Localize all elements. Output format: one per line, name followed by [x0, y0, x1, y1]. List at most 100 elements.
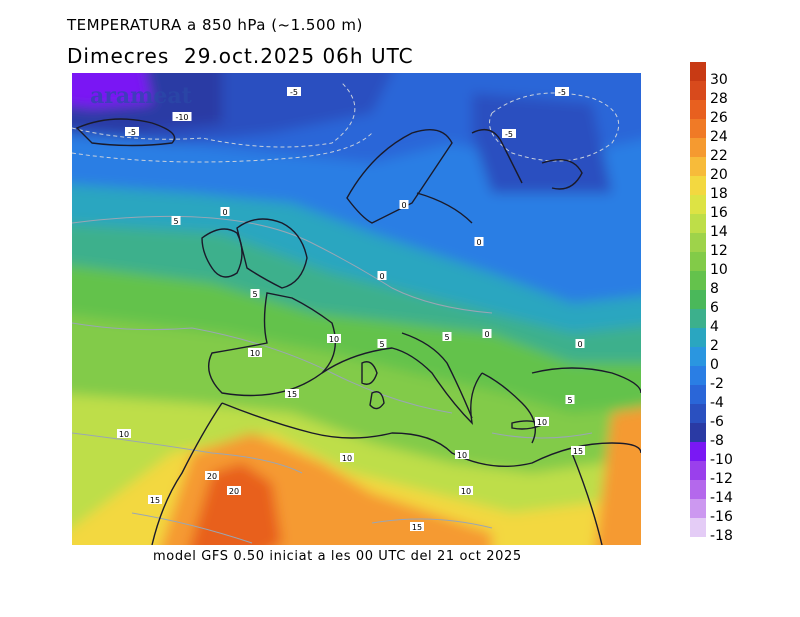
legend-swatch [690, 480, 706, 499]
legend-swatch [690, 404, 706, 423]
contour-label-bg [571, 446, 585, 455]
contour-label: 0 [577, 340, 582, 349]
contour-label-bg [459, 486, 473, 495]
legend-swatch [690, 100, 706, 119]
contour-label-bg [565, 395, 575, 404]
legend-swatch [690, 366, 706, 385]
contour-labels: -10 -5 -5 -5 -5 5 0 0 0 0 5 10 5 5 0 0 10 15 10 5 10 15 20 20 10… [117, 87, 585, 532]
legend-tick-label: -14 [710, 490, 733, 506]
legend-swatch [690, 385, 706, 404]
contour-label-bg [220, 207, 230, 216]
contour-label-bg [399, 200, 409, 209]
contour-label: 0 [476, 238, 481, 247]
legend-swatch [690, 119, 706, 138]
legend-tick-label: 6 [710, 300, 719, 316]
legend-tick-label: 26 [710, 110, 728, 126]
contour-label-bg [482, 329, 492, 338]
legend-swatch [690, 233, 706, 252]
contour-label-bg [575, 339, 585, 348]
legend-swatch [690, 252, 706, 271]
contour-label: 10 [342, 454, 352, 463]
legend-tick-label: -2 [710, 376, 724, 392]
contour-label-bg [285, 389, 299, 398]
contour-label: 5 [252, 290, 257, 299]
contour-label: -5 [505, 130, 513, 139]
contour-label-bg [535, 417, 549, 426]
legend-swatch [690, 499, 706, 518]
legend-swatch [690, 138, 706, 157]
model-info: model GFS 0.50 iniciat a les 00 UTC del … [153, 549, 522, 564]
forecast-date: Dimecres 29.oct.2025 06h UTC [67, 44, 414, 68]
contour-label: 10 [537, 418, 547, 427]
contour-label-bg [148, 495, 162, 504]
contour-label: 20 [207, 472, 217, 481]
legend-tick-label: -6 [710, 414, 724, 430]
contour-label-bg [340, 453, 354, 462]
contour-label: -5 [558, 88, 566, 97]
contour-label: 15 [412, 523, 422, 532]
contour-label-bg [172, 112, 192, 121]
contour-label-bg [555, 87, 569, 96]
contour-label: 0 [222, 208, 227, 217]
contour-label: 5 [567, 396, 572, 405]
legend-swatch [690, 290, 706, 309]
contour-label: 0 [401, 201, 406, 210]
legend-tick-label: -4 [710, 395, 724, 411]
legend-swatch [690, 309, 706, 328]
legend-tick-label: 8 [710, 281, 719, 297]
legend-swatch [690, 271, 706, 290]
contour-label: 10 [461, 487, 471, 496]
contour-label: 0 [484, 330, 489, 339]
contour-label: 10 [119, 430, 129, 439]
coastlines [75, 118, 641, 545]
legend-tick-label: -12 [710, 471, 733, 487]
legend-swatch [690, 62, 706, 81]
contour-label: 20 [229, 487, 239, 496]
legend-tick-label: 16 [710, 205, 728, 221]
legend-tick-label: -8 [710, 433, 724, 449]
legend-swatch [690, 423, 706, 442]
contour-label: 15 [150, 496, 160, 505]
contour-label-bg [205, 471, 219, 480]
temperature-map: -10 -5 -5 -5 -5 5 0 0 0 0 5 10 5 5 0 0 10 15 10 5 10 15 20 20 10… [72, 73, 641, 545]
legend-swatch [690, 461, 706, 480]
contour-label-bg [455, 450, 469, 459]
legend-tick-label: 20 [710, 167, 728, 183]
chart-title: TEMPERATURA a 850 hPa (~1.500 m) [67, 16, 363, 34]
contour-label-bg [248, 348, 262, 357]
legend-tick-label: 4 [710, 319, 719, 335]
legend-tick-label: 24 [710, 129, 728, 145]
map-svg: -10 -5 -5 -5 -5 5 0 0 0 0 5 10 5 5 0 0 10 15 10 5 10 15 20 20 10… [72, 73, 641, 545]
legend-tick-label: 28 [710, 91, 728, 107]
legend-swatch [690, 157, 706, 176]
contour-label: 0 [379, 272, 384, 281]
contour-label-bg [287, 87, 301, 96]
contour-label-bg [117, 429, 131, 438]
contour-label-bg [227, 486, 241, 495]
legend-swatch [690, 195, 706, 214]
legend-swatch [690, 214, 706, 233]
contour-label-bg [502, 129, 516, 138]
legend-tick-label: 14 [710, 224, 728, 240]
legend-swatch [690, 81, 706, 100]
contour-label: -10 [175, 113, 188, 122]
contour-label-bg [377, 339, 387, 348]
contour-label-bg [474, 237, 484, 246]
legend-tick-label: 30 [710, 72, 728, 88]
contour-label-bg [250, 289, 260, 298]
legend-tick-label: 12 [710, 243, 728, 259]
contour-label: 10 [329, 335, 339, 344]
legend-swatch [690, 347, 706, 366]
contour-label: 15 [573, 447, 583, 456]
contour-label: 5 [444, 333, 449, 342]
contour-label: 15 [287, 390, 297, 399]
contour-label-bg [377, 271, 387, 280]
legend-tick-label: 10 [710, 262, 728, 278]
contour-label-bg [171, 216, 181, 225]
color-legend: 30 28 26 24 22 20 18 16 14 12 10 8 6 4 2 0 -2 -4 -6 -8 -10 -1… [690, 62, 780, 558]
contour-label: -5 [128, 128, 136, 137]
legend-tick-label: -10 [710, 452, 733, 468]
contour-label-bg [442, 332, 452, 341]
legend-tick-label: 2 [710, 338, 719, 354]
legend-tick-label: 0 [710, 357, 719, 373]
